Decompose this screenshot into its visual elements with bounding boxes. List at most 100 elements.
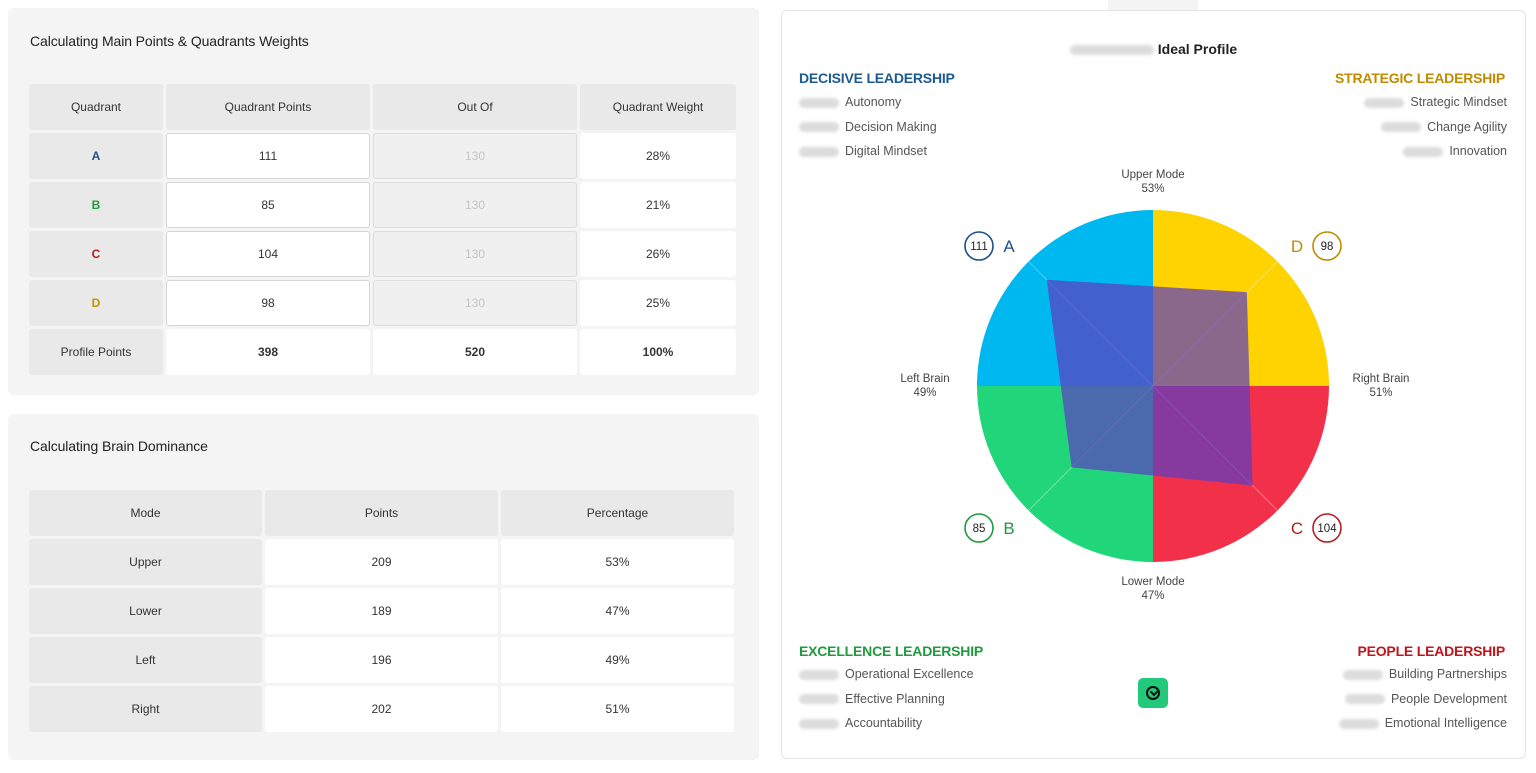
lower-mode-value: 47% <box>1141 590 1164 602</box>
mode-label-left: Left <box>29 637 262 683</box>
mode-upper-percentage: 53% <box>501 539 734 585</box>
quadrants-panel: Calculating Main Points & Quadrants Weig… <box>8 8 759 395</box>
badge-a-score: 111 <box>970 241 987 253</box>
col-header-quadrant-weight: Quadrant Weight <box>580 84 736 130</box>
profile-polygon <box>1046 279 1253 486</box>
list-item: Change Agility <box>1364 115 1507 140</box>
download-button[interactable] <box>1138 678 1168 708</box>
right-brain-value: 51% <box>1369 387 1392 399</box>
badge-d-letter: D <box>1291 237 1303 256</box>
mode-lower-points: 189 <box>265 588 498 634</box>
quadrant-label-a: A <box>29 133 163 179</box>
table-row: Upper 209 53% <box>29 539 734 585</box>
table-row: B 85 130 21% <box>29 182 736 228</box>
redacted-score <box>799 122 839 133</box>
quadrant-label-c: C <box>29 231 163 277</box>
redacted-score <box>1381 122 1422 133</box>
quadrant-a-points-input[interactable]: 111 <box>166 133 370 179</box>
quadrant-d-points-input[interactable]: 98 <box>166 280 370 326</box>
mode-label-lower: Lower <box>29 588 262 634</box>
redacted-score <box>1364 97 1405 108</box>
lower-mode-label: Lower Mode <box>1121 576 1184 588</box>
redacted-score <box>799 694 839 705</box>
redacted-score <box>1338 718 1379 729</box>
col-header-quadrant: Quadrant <box>29 84 163 130</box>
profile-out-of-total: 520 <box>373 329 577 375</box>
col-header-percentage: Percentage <box>501 490 734 536</box>
profile-weight-total: 100% <box>580 329 736 375</box>
redacted-name <box>1069 45 1154 56</box>
profile-panel: Ideal Profile DECISIVE LEADERSHIP Autono… <box>781 10 1526 759</box>
right-brain-label: Right Brain <box>1353 373 1410 385</box>
redacted-score <box>799 718 839 729</box>
table-row: C 104 130 26% <box>29 231 736 277</box>
mode-right-percentage: 51% <box>501 686 734 732</box>
badge-a-circle <box>964 231 994 261</box>
badge-c-letter: C <box>1291 519 1303 538</box>
brain-panel-title: Calculating Brain Dominance <box>30 438 208 454</box>
mode-label-right: Right <box>29 686 262 732</box>
download-icon <box>1146 686 1160 700</box>
table-row: A 111 130 28% <box>29 133 736 179</box>
list-item: People Development <box>1339 687 1507 712</box>
redacted-score <box>1342 669 1383 680</box>
profile-title: Ideal Profile <box>782 41 1525 57</box>
decisive-leadership-list: Autonomy Decision Making Digital Mindset <box>799 90 937 164</box>
badge-c-circle <box>1312 513 1342 543</box>
list-item: Innovation <box>1364 139 1507 164</box>
people-leadership-list: Building Partnerships People Development… <box>1338 662 1507 736</box>
table-row: Lower 189 47% <box>29 588 734 634</box>
strategic-leadership-list: Strategic Mindset Change Agility Innovat… <box>1364 90 1507 164</box>
badge-b-circle <box>964 513 994 543</box>
badge-b-letter: B <box>1003 519 1014 538</box>
mode-upper-points: 209 <box>265 539 498 585</box>
quadrant-label-d: D <box>29 280 163 326</box>
list-item: Strategic Mindset <box>1364 90 1507 115</box>
quadrants-table: Quadrant Quadrant Points Out Of Quadrant… <box>26 81 739 378</box>
quadrant-c-points-input[interactable]: 104 <box>166 231 370 277</box>
list-item: Effective Planning <box>799 687 974 712</box>
quadrant-b-weight: 21% <box>580 182 736 228</box>
upper-mode-value: 53% <box>1141 183 1164 195</box>
list-item: Operational Excellence <box>799 662 974 687</box>
quadrant-a-weight: 28% <box>580 133 736 179</box>
mode-right-points: 202 <box>265 686 498 732</box>
list-item: Decision Making <box>799 115 937 140</box>
quadrants-panel-title: Calculating Main Points & Quadrants Weig… <box>30 33 309 49</box>
list-item: Accountability <box>799 711 974 736</box>
profile-points-label: Profile Points <box>29 329 163 375</box>
quadrant-b-points-input[interactable]: 85 <box>166 182 370 228</box>
list-item: Digital Mindset <box>799 139 937 164</box>
mode-left-percentage: 49% <box>501 637 734 683</box>
table-row: Right 202 51% <box>29 686 734 732</box>
brain-panel: Calculating Brain Dominance Mode Points … <box>8 414 759 760</box>
list-item: Emotional Intelligence <box>1338 711 1507 736</box>
col-header-quadrant-points: Quadrant Points <box>166 84 370 130</box>
badge-d-circle <box>1312 231 1342 261</box>
redacted-score <box>1344 694 1385 705</box>
redacted-score <box>799 146 839 157</box>
ideal-profile-chart: Upper Mode 53% Lower Mode 47% Left Brain 49% R… <box>900 169 1410 602</box>
people-leadership-title: PEOPLE LEADERSHIP <box>1357 643 1505 659</box>
quadrant-d-weight: 25% <box>580 280 736 326</box>
table-row: Left 196 49% <box>29 637 734 683</box>
profile-title-text: Ideal Profile <box>1157 41 1238 57</box>
badge-b-score: 85 <box>973 523 986 535</box>
col-header-mode: Mode <box>29 490 262 536</box>
left-brain-value: 49% <box>913 387 936 399</box>
mode-left-points: 196 <box>265 637 498 683</box>
excellence-leadership-title: EXCELLENCE LEADERSHIP <box>799 643 984 659</box>
decisive-leadership-title: DECISIVE LEADERSHIP <box>799 70 955 86</box>
quadrant-b-out-of-field: 130 <box>373 182 577 228</box>
mode-lower-percentage: 47% <box>501 588 734 634</box>
col-header-out-of: Out Of <box>373 84 577 130</box>
redacted-score <box>799 669 839 680</box>
left-brain-label: Left Brain <box>900 373 949 385</box>
list-item: Autonomy <box>799 90 937 115</box>
upper-mode-label: Upper Mode <box>1121 169 1184 181</box>
mode-label-upper: Upper <box>29 539 262 585</box>
badge-c-score: 104 <box>1317 523 1337 535</box>
list-item: Building Partnerships <box>1339 662 1507 687</box>
quadrant-d-out-of-field: 130 <box>373 280 577 326</box>
excellence-leadership-list: Operational Excellence Effective Plannin… <box>799 662 974 736</box>
